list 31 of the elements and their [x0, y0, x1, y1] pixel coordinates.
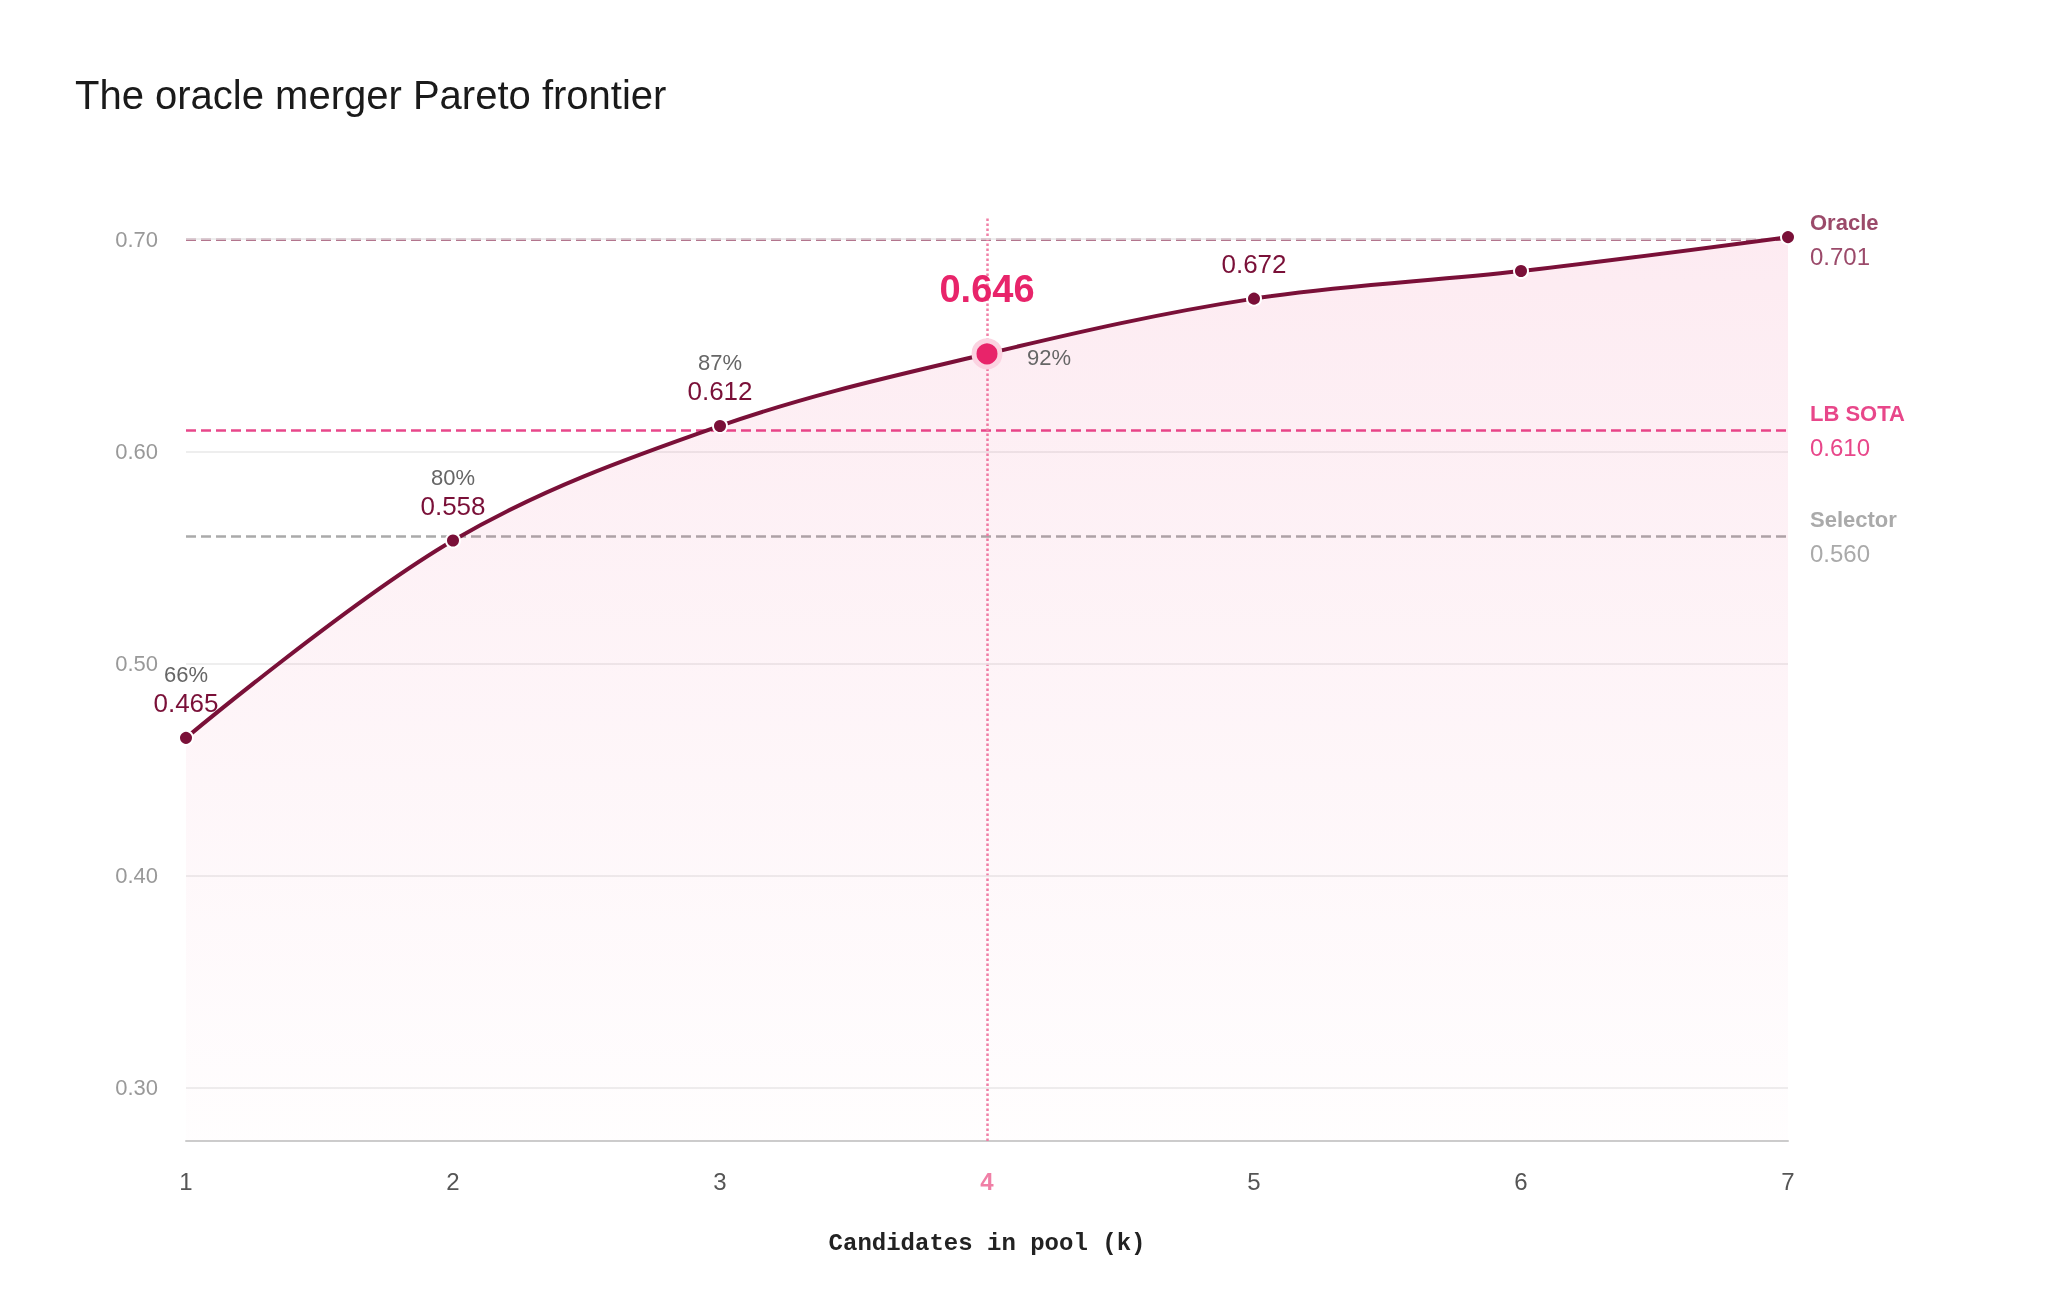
y-tick-label: 0.60 — [115, 438, 158, 464]
ref-line-label: Selector 0.560 — [1810, 506, 1898, 567]
point — [1246, 290, 1262, 307]
data-label: 0.672 — [1221, 248, 1287, 279]
annotation: 66% — [163, 662, 209, 688]
point — [1513, 263, 1529, 280]
annotation: 87% — [697, 350, 743, 376]
x-tick-label: 6 — [1514, 1167, 1528, 1195]
y-tick-label: 0.70 — [115, 226, 158, 252]
x-tick-label: 3 — [713, 1167, 727, 1195]
data-label: 0.465 — [153, 687, 219, 718]
x-tick-label: 2 — [446, 1167, 460, 1195]
x-tick-label: 4 — [980, 1167, 995, 1195]
y-tick-label: 0.50 — [115, 651, 158, 677]
point — [445, 532, 461, 549]
y-tick-label: 0.40 — [115, 863, 158, 889]
x-axis-title: Candidates in pool (k) — [828, 1229, 1146, 1257]
ref-line-label: Oracle 0.701 — [1810, 209, 1879, 270]
point — [1780, 229, 1796, 246]
chart-title: The oracle merger Pareto frontier — [75, 73, 667, 117]
data-label: 0.646 — [939, 268, 1035, 311]
data-label: 0.612 — [687, 375, 753, 406]
annotation: 80% — [430, 465, 476, 491]
x-tick-label: 1 — [179, 1167, 193, 1195]
ref-line-label: LB SOTA 0.610 — [1810, 400, 1906, 461]
data-label: 0.558 — [420, 490, 486, 521]
x-tick-label: 5 — [1247, 1167, 1261, 1195]
point — [178, 729, 194, 746]
x-tick-label: 7 — [1781, 1167, 1795, 1195]
annotation: 92% — [1027, 345, 1072, 371]
y-tick-label: 0.30 — [115, 1075, 158, 1101]
